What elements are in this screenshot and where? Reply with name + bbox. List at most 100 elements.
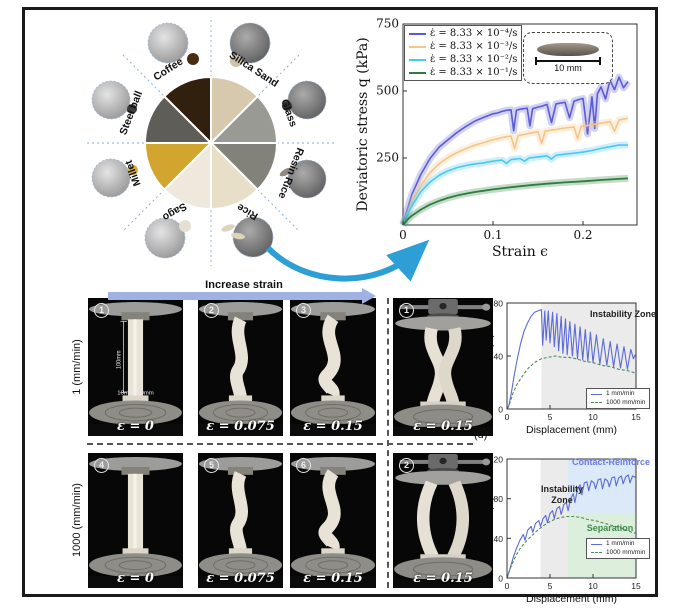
panel-number-badge: 2 [204, 303, 219, 318]
panel-number-badge: 1 [399, 303, 414, 318]
row1-rate-label: 1 (mm/min) [71, 339, 83, 395]
sem-photo-coffee [147, 22, 189, 64]
sem-photo-glass [287, 80, 327, 120]
panel-number-badge: 3 [296, 303, 311, 318]
photo-panel-3: 3 ε = 0.15 [290, 298, 376, 436]
svg-text:5: 5 [548, 581, 553, 591]
legend-swatch [409, 71, 426, 74]
svg-text:Strain ϵ: Strain ϵ [492, 244, 548, 260]
sample-height-label: 100mm [116, 350, 122, 369]
strain-value-label: ε = 0.15 [413, 571, 473, 586]
panel-number-badge: 1 [94, 303, 109, 318]
sem-photo-rice [232, 216, 274, 258]
svg-text:5: 5 [548, 412, 553, 422]
photo-panel-1: 100mm 10mm×10mm 1 ε = 0 [88, 298, 183, 436]
instability-zone-label-bottom: Instability Zone [540, 484, 583, 505]
wheel-guide-lines [87, 20, 335, 266]
svg-text:250: 250 [376, 151, 399, 165]
svg-text:40: 40 [494, 534, 504, 544]
svg-text:0: 0 [498, 405, 503, 415]
arrow-bar [108, 288, 376, 304]
legend-swatch [409, 58, 426, 61]
sem-photo-millet [91, 158, 131, 198]
legend-swatch [591, 393, 602, 395]
svg-text:0: 0 [399, 228, 407, 242]
svg-text:Displacement (mm): Displacement (mm) [526, 424, 617, 436]
svg-text:120: 120 [489, 455, 503, 465]
arrow-head [362, 288, 376, 304]
svg-text:Deviatoric stress q (kPa): Deviatoric stress q (kPa) [355, 37, 371, 211]
svg-text:15: 15 [631, 581, 641, 591]
svg-text:0.1: 0.1 [483, 228, 502, 242]
strain-value-label: ε = 0 [117, 571, 154, 586]
strain-value-label: ε = 0 [117, 419, 154, 434]
grain-size-inset: 10 mm [523, 32, 613, 84]
svg-text:0: 0 [505, 581, 510, 591]
force-chart-bottom-legend: 1 mm/min 1000 mm/min [586, 538, 651, 559]
sem-photo-resin-rice [287, 159, 327, 199]
stress-strain-chart: 0 0.1 0.2 250 500 750 Strain ϵ Deviatoric stres… [355, 17, 638, 260]
photo-panel-6: 6 ε = 0.15 [290, 453, 376, 588]
legend-swatch [591, 402, 602, 404]
increase-strain-arrow: Increase strain [108, 279, 380, 304]
svg-text:15: 15 [631, 412, 641, 422]
strain-value-label: ε = 0.075 [206, 571, 275, 586]
panel-number-badge: 6 [296, 458, 311, 473]
svg-text:40: 40 [494, 352, 504, 362]
svg-text:Displacement (mm): Displacement (mm) [526, 593, 617, 605]
svg-text:0: 0 [505, 412, 510, 422]
scale-bar [535, 57, 601, 65]
legend-label: 1 mm/min [606, 390, 635, 397]
strain-value-label: ε = 0.15 [413, 419, 473, 434]
materials-wheel: Coffee Silica Sand Glass Resin Rice Rice… [87, 20, 335, 266]
strain-value-label: ε = 0.15 [303, 571, 363, 586]
sem-photo-silica-sand [229, 22, 271, 64]
legend-swatch [409, 32, 426, 35]
row2-rate-label: 1000 (mm/min) [71, 483, 83, 557]
svg-text:80: 80 [494, 299, 504, 309]
legend-swatch [409, 45, 426, 48]
panel-number-badge: 2 [399, 458, 414, 473]
horizontal-dashed-divider [87, 443, 473, 445]
legend-swatch [591, 543, 602, 545]
legend-label: ε̇ = 8.33 × 10⁻⁴/s [430, 28, 518, 39]
photo-panel-5: 5 ε = 0.075 [198, 453, 283, 588]
legend-label: ε̇ = 8.33 × 10⁻²/s [430, 54, 518, 65]
panel-number-badge: 4 [94, 458, 109, 473]
wedge-coffee [162, 75, 212, 146]
separation-label: Separation [586, 523, 634, 533]
svg-text:80: 80 [494, 494, 504, 504]
legend-label: 1 mm/min [606, 540, 635, 547]
legend-label: 1000 mm/min [606, 548, 646, 556]
svg-text:10: 10 [588, 581, 598, 591]
strain-value-label: ε = 0.15 [303, 419, 363, 434]
photo-panel-2: 2 ε = 0.075 [198, 298, 283, 436]
instability-zone-label-top: Instability Zone [589, 309, 656, 319]
photo-panel-4: 4 ε = 0 [88, 453, 183, 588]
grain-thumbnails [127, 53, 293, 240]
svg-text:10: 10 [588, 412, 598, 422]
svg-text:0: 0 [498, 574, 503, 584]
figure-frame: Coffee Silica Sand Glass Resin Rice Rice… [22, 7, 658, 605]
legend-label: 1000 mm/min [606, 398, 646, 406]
flow-arrow [265, 239, 430, 282]
wheel-label-sago: Sago [160, 200, 188, 223]
sem-photo-steel-ball [91, 80, 131, 120]
grain-photo [537, 43, 599, 56]
strain-value-label: ε = 0.075 [206, 419, 275, 434]
legend-label: ε̇ = 8.33 × 10⁻³/s [430, 41, 518, 52]
sample-base-label: 10mm×10mm [117, 391, 154, 397]
force-chart-top-legend: 1 mm/min 1000 mm/min [586, 388, 651, 409]
legend-swatch [591, 552, 602, 554]
scale-bar-label: 10 mm [554, 63, 582, 73]
svg-text:500: 500 [376, 84, 399, 98]
stress-chart-legend: ε̇ = 8.33 × 10⁻⁴/s ε̇ = 8.33 × 10⁻³/s ε̇… [404, 25, 523, 81]
sem-photo-sago [144, 217, 186, 259]
contact-reinforce-label: Contact-Reinforce [571, 457, 650, 467]
svg-text:750: 750 [376, 17, 399, 31]
legend-label: ε̇ = 8.33 × 10⁻¹/s [430, 67, 518, 78]
photo-panel-side-1: 1 ε = 0.15 [393, 298, 493, 436]
photo-panel-side-2: 2 ε = 0.15 [393, 453, 493, 588]
panel-number-badge: 5 [204, 458, 219, 473]
